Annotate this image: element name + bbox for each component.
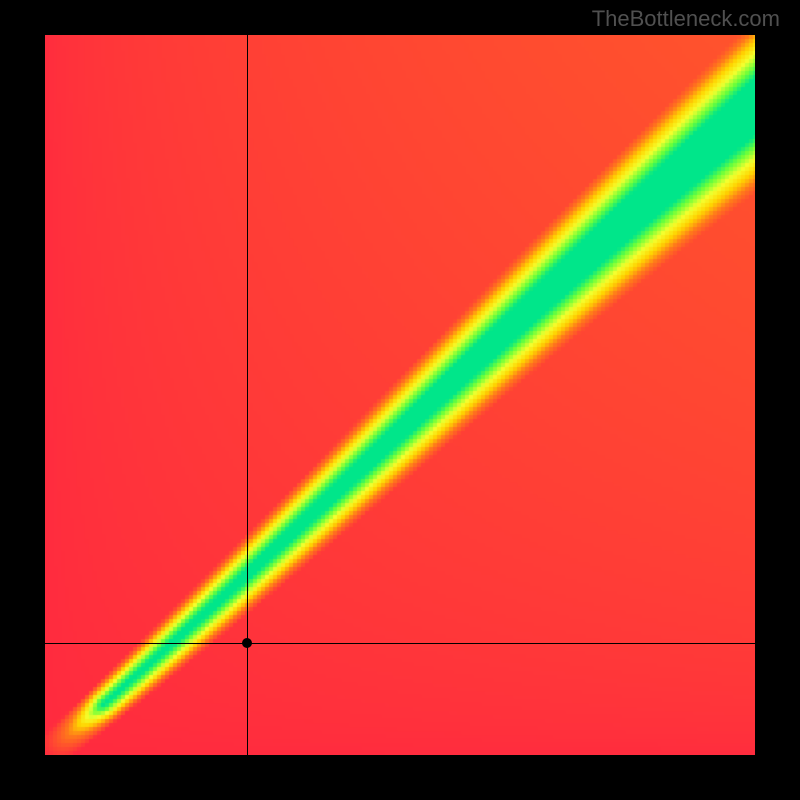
crosshair-horizontal <box>45 643 755 644</box>
heatmap-plot-area <box>45 35 755 755</box>
data-point-marker <box>242 638 252 648</box>
heatmap-canvas <box>45 35 755 755</box>
chart-container: TheBottleneck.com <box>0 0 800 800</box>
watermark-text: TheBottleneck.com <box>592 6 780 32</box>
